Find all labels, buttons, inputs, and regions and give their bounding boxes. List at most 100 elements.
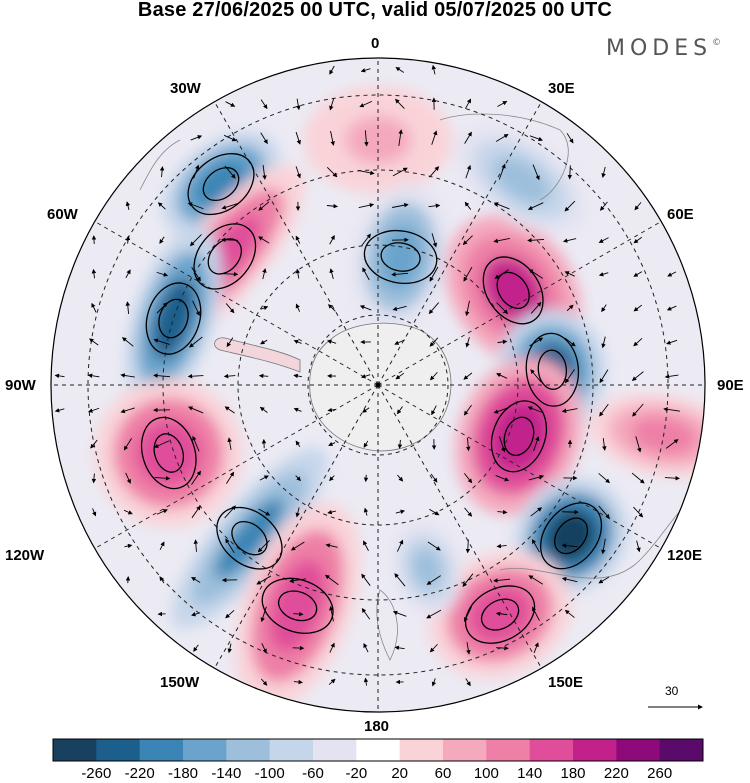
streamline (554, 517, 589, 555)
wind-vector (92, 508, 97, 517)
colorbar-cell (573, 739, 617, 761)
wind-vector (293, 679, 303, 685)
wind-vector (224, 406, 235, 414)
wind-vector (329, 642, 335, 653)
wind-vector (465, 437, 471, 452)
colorbar-cell (226, 739, 271, 761)
wind-vector (529, 135, 543, 142)
wind-vector (329, 605, 334, 622)
streamline (153, 433, 185, 473)
wind-vector (223, 373, 236, 379)
wind-vector (260, 606, 267, 623)
lon-label-120e: 120E (667, 547, 703, 564)
wind-vector (495, 134, 509, 142)
wind-vector (125, 269, 131, 279)
wind-vector (191, 470, 201, 485)
streamline (145, 282, 202, 355)
wind-vector (431, 130, 438, 145)
wind-vector (363, 643, 369, 653)
wind-vector (295, 507, 300, 518)
wind-vector (259, 406, 268, 413)
wind-vector (362, 407, 370, 413)
wind-vector (329, 234, 335, 245)
wind-vector (598, 505, 610, 519)
wind-vector (429, 266, 439, 282)
wind-vector (88, 407, 100, 413)
wind-vector (395, 372, 405, 380)
wind-vector (598, 576, 610, 584)
wind-vector (498, 163, 506, 180)
wind-vector (159, 236, 165, 244)
wind-vector (532, 164, 540, 181)
brand-text: MODES (606, 36, 713, 61)
streamline (187, 153, 255, 216)
wind-vector (295, 131, 301, 145)
colorbar-cell (313, 739, 357, 761)
wind-vector (189, 234, 202, 247)
wind-vector (394, 645, 405, 651)
wind-vector (562, 238, 577, 243)
colorbar-cell (486, 739, 531, 761)
streamline (231, 521, 268, 556)
wind-vector (295, 268, 301, 279)
wind-vector (326, 167, 338, 178)
streamline (503, 416, 535, 456)
wind-vector (564, 609, 575, 618)
meridian-line (377, 384, 544, 672)
wind-vector (598, 473, 611, 484)
wind-vector (431, 678, 437, 687)
streamline (465, 585, 536, 644)
wind-vector (327, 339, 337, 344)
wind-vector (121, 337, 134, 347)
wind-vector (190, 135, 203, 141)
wind-vector (636, 540, 641, 553)
colorbar-tick-label: -20 (345, 765, 368, 782)
copyright-mark: © (712, 38, 722, 48)
wind-vector (664, 475, 680, 481)
wind-vector (567, 165, 573, 180)
wind-vector (125, 201, 131, 211)
wind-vector (561, 576, 578, 583)
wind-vector (154, 476, 171, 481)
wind-vector (159, 166, 165, 178)
wind-vector (495, 475, 510, 482)
wind-vector (397, 439, 403, 449)
wind-vector (601, 538, 606, 555)
lon-label-90e: 90E (717, 377, 744, 394)
wind-vector (159, 541, 165, 551)
negative-anomaly (152, 278, 196, 359)
wind-vector (120, 373, 135, 378)
meridian-line (377, 384, 665, 551)
wind-vector (496, 302, 509, 315)
wind-vector (328, 678, 336, 685)
lon-label-30w: 30W (170, 80, 201, 97)
wind-vector (428, 203, 441, 209)
wind-vector (430, 473, 438, 483)
colorbar-tick-label: 260 (647, 765, 673, 782)
wind-vector (429, 508, 440, 516)
wind-vector (260, 305, 269, 311)
wind-vector (602, 437, 607, 451)
wind-vector (564, 369, 575, 384)
wind-vector (498, 436, 506, 453)
wind-vector (258, 236, 270, 244)
wind-vector (361, 374, 371, 379)
wind-vector (293, 611, 304, 617)
streamline (496, 271, 530, 309)
wind-vector (463, 473, 473, 484)
streamline (537, 349, 568, 390)
wind-vector (222, 271, 239, 277)
lon-label-60e: 60E (667, 206, 694, 223)
wind-vector (295, 475, 301, 482)
wind-vector (329, 268, 334, 280)
wind-vector (189, 336, 203, 348)
wind-vector (225, 538, 235, 554)
wind-vector (464, 131, 472, 144)
chart-title: Base 27/06/2025 00 UTC, valid 05/07/2025… (137, 0, 613, 21)
anomaly-field (94, 86, 705, 709)
wind-vector (324, 574, 339, 586)
wind-vector (429, 371, 438, 381)
wind-vector (635, 436, 642, 453)
wind-vector (527, 202, 544, 210)
wind-vector (601, 304, 607, 313)
